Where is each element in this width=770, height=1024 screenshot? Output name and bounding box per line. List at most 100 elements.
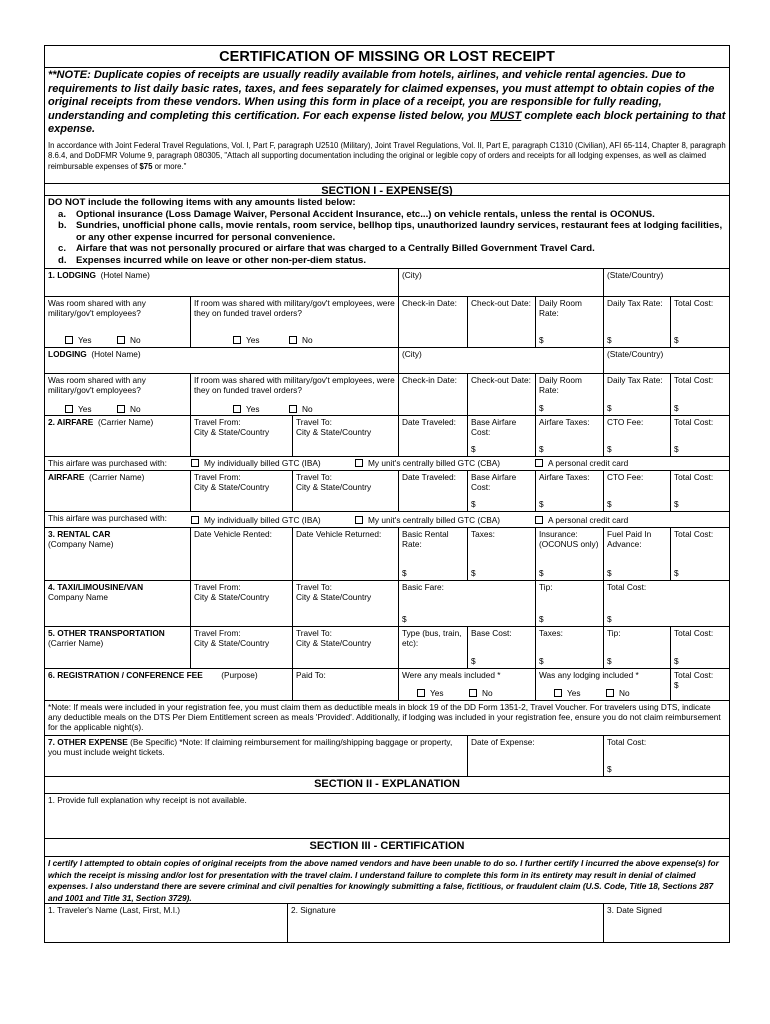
currency-field[interactable]: $	[539, 444, 600, 454]
lodging-total-cost-field[interactable]: Total Cost: $	[670, 296, 730, 348]
airfare-base-cost-field[interactable]: Base Airfare Cost: $	[467, 415, 536, 457]
currency-field[interactable]: $	[402, 614, 532, 624]
explanation-field[interactable]: 1. Provide full explanation why receipt …	[44, 793, 730, 839]
registration-purpose-field[interactable]: 6. REGISTRATION / CONFERENCE FEE (Purpos…	[44, 668, 293, 701]
currency-field[interactable]: $	[471, 656, 532, 666]
rental-total-cost-field[interactable]: Total Cost: $	[670, 527, 730, 581]
meals-yes-checkbox[interactable]: Yes	[417, 688, 444, 698]
lodging-city-field[interactable]: (City)	[398, 347, 604, 374]
lodging-state-field[interactable]: (State/Country)	[603, 347, 730, 374]
currency-field[interactable]: $	[607, 444, 667, 454]
currency-field[interactable]: $	[539, 499, 600, 509]
currency-field[interactable]: $	[674, 444, 726, 454]
daily-tax-rate-field[interactable]: Daily Tax Rate: $	[603, 373, 671, 416]
airfare-total-cost-field[interactable]: Total Cost: $	[670, 415, 730, 457]
cba-checkbox[interactable]: My unit's centrally billed GTC (CBA)	[355, 458, 500, 468]
other-carrier-field[interactable]: 5. OTHER TRANSPORTATION (Carrier Name)	[44, 626, 191, 669]
lodging-no-checkbox[interactable]: No	[606, 688, 630, 698]
airfare-carrier-field[interactable]: AIRFARE (Carrier Name)	[44, 470, 191, 512]
funded-yes-checkbox[interactable]: Yes	[233, 335, 260, 345]
meals-no-checkbox[interactable]: No	[469, 688, 493, 698]
other-base-cost-field[interactable]: Base Cost: $	[467, 626, 536, 669]
date-returned-field[interactable]: Date Vehicle Returned:	[292, 527, 399, 581]
daily-room-rate-field[interactable]: Daily Room Rate: $	[535, 296, 604, 348]
currency-field[interactable]: $	[539, 656, 600, 666]
shared-no-checkbox[interactable]: No	[117, 404, 141, 414]
airfare-travel-from-field[interactable]: Travel From: City & State/Country	[190, 470, 293, 512]
currency-field[interactable]: $	[607, 335, 667, 345]
personal-card-checkbox[interactable]: A personal credit card	[535, 515, 628, 525]
airfare-date-field[interactable]: Date Traveled:	[398, 415, 468, 457]
checkbox[interactable]	[355, 516, 363, 524]
airfare-taxes-field[interactable]: Airfare Taxes: $	[535, 415, 604, 457]
taxi-total-cost-field[interactable]: Total Cost: $	[603, 580, 730, 627]
rental-taxes-field[interactable]: Taxes: $	[467, 527, 536, 581]
signature-field[interactable]: 2. Signature	[287, 903, 604, 943]
checkbox[interactable]	[289, 336, 297, 344]
iba-checkbox[interactable]: My individually billed GTC (IBA)	[191, 515, 321, 525]
daily-room-rate-field[interactable]: Daily Room Rate: $	[535, 373, 604, 416]
shared-no-checkbox[interactable]: No	[117, 335, 141, 345]
currency-field[interactable]: $	[607, 568, 667, 578]
basic-rental-rate-field[interactable]: Basic Rental Rate: $	[398, 527, 468, 581]
insurance-field[interactable]: Insurance: (OCONUS only) $	[535, 527, 604, 581]
airfare-carrier-field[interactable]: 2. AIRFARE (Carrier Name)	[44, 415, 191, 457]
currency-field[interactable]: $	[607, 656, 667, 666]
basic-fare-field[interactable]: Basic Fare: $	[398, 580, 536, 627]
checkbox[interactable]	[233, 336, 241, 344]
funded-yes-checkbox[interactable]: Yes	[233, 404, 260, 414]
funded-no-checkbox[interactable]: No	[289, 404, 313, 414]
check-out-date-field[interactable]: Check-out Date:	[467, 296, 536, 348]
paid-to-field[interactable]: Paid To:	[292, 668, 399, 701]
currency-field[interactable]: $	[674, 335, 726, 345]
airfare-total-cost-field[interactable]: Total Cost: $	[670, 470, 730, 512]
lodging-total-cost-field[interactable]: Total Cost: $	[670, 373, 730, 416]
other-travel-to-field[interactable]: Travel To: City & State/Country	[292, 626, 399, 669]
transport-type-field[interactable]: Type (bus, train, etc):	[398, 626, 468, 669]
taxi-company-field[interactable]: 4. TAXI/LIMOUSINE/VAN Company Name	[44, 580, 191, 627]
airfare-travel-to-field[interactable]: Travel To: City & State/Country	[292, 415, 399, 457]
currency-field[interactable]: $	[674, 499, 726, 509]
registration-total-cost-field[interactable]: Total Cost: $	[670, 668, 730, 701]
currency-field[interactable]: $	[539, 568, 600, 578]
checkbox[interactable]	[65, 336, 73, 344]
fuel-field[interactable]: Fuel Paid In Advance: $	[603, 527, 671, 581]
taxi-tip-field[interactable]: Tip: $	[535, 580, 604, 627]
check-in-date-field[interactable]: Check-in Date:	[398, 296, 468, 348]
checkbox[interactable]	[355, 459, 363, 467]
check-out-date-field[interactable]: Check-out Date:	[467, 373, 536, 416]
other-travel-from-field[interactable]: Travel From: City & State/Country	[190, 626, 293, 669]
checkbox[interactable]	[535, 459, 543, 467]
date-rented-field[interactable]: Date Vehicle Rented:	[190, 527, 293, 581]
shared-yes-checkbox[interactable]: Yes	[65, 335, 92, 345]
checkbox[interactable]	[65, 405, 73, 413]
checkbox[interactable]	[289, 405, 297, 413]
checkbox[interactable]	[191, 516, 199, 524]
currency-field[interactable]: $	[539, 335, 600, 345]
currency-field[interactable]: $	[471, 444, 532, 454]
shared-yes-checkbox[interactable]: Yes	[65, 404, 92, 414]
airfare-date-field[interactable]: Date Traveled:	[398, 470, 468, 512]
daily-tax-rate-field[interactable]: Daily Tax Rate: $	[603, 296, 671, 348]
checkbox[interactable]	[535, 516, 543, 524]
checkbox[interactable]	[191, 459, 199, 467]
lodging-hotel-name-field[interactable]: LODGING (Hotel Name)	[44, 347, 399, 374]
airfare-base-cost-field[interactable]: Base Airfare Cost: $	[467, 470, 536, 512]
currency-field[interactable]: $	[674, 656, 726, 666]
taxi-travel-to-field[interactable]: Travel To: City & State/Country	[292, 580, 399, 627]
currency-field[interactable]: $	[539, 614, 600, 624]
lodging-hotel-name-field[interactable]: 1. LODGING (Hotel Name)	[44, 268, 399, 297]
checkbox[interactable]	[117, 336, 125, 344]
airfare-travel-to-field[interactable]: Travel To: City & State/Country	[292, 470, 399, 512]
personal-card-checkbox[interactable]: A personal credit card	[535, 458, 628, 468]
expense-date-field[interactable]: Date of Expense:	[467, 735, 604, 777]
iba-checkbox[interactable]: My individually billed GTC (IBA)	[191, 458, 321, 468]
checkbox[interactable]	[233, 405, 241, 413]
checkbox[interactable]	[606, 689, 614, 697]
currency-field[interactable]: $	[607, 403, 667, 413]
currency-field[interactable]: $	[607, 764, 726, 774]
rental-company-field[interactable]: 3. RENTAL CAR (Company Name)	[44, 527, 191, 581]
other-total-cost-field[interactable]: Total Cost: $	[670, 626, 730, 669]
cto-fee-field[interactable]: CTO Fee: $	[603, 470, 671, 512]
checkbox[interactable]	[417, 689, 425, 697]
